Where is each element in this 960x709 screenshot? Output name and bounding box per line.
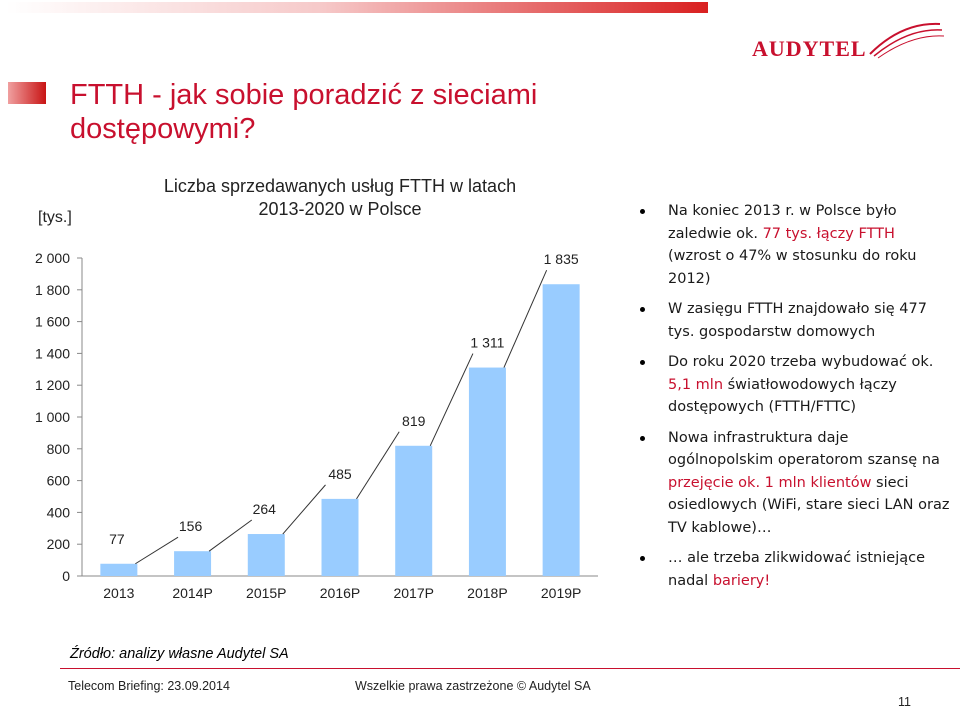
y-tick-label: 1 800 (35, 282, 70, 298)
y-tick-label: 1 400 (35, 345, 70, 361)
bullet-dot-icon (640, 209, 645, 214)
data-label: 77 (109, 531, 125, 547)
page-number: 11 (898, 695, 911, 709)
y-tick-label: 800 (47, 441, 71, 457)
trend-connector-line (282, 484, 326, 535)
trend-connector-line (503, 270, 548, 368)
bullet-item: Do roku 2020 trzeba wybudować ok. 5,1 ml… (640, 351, 952, 419)
bullet-dot-icon (640, 307, 645, 312)
footer-divider (60, 668, 960, 669)
bullet-text: sieci osiedlowych (WiFi, stare sieci LAN… (668, 474, 950, 536)
y-unit-label: [tys.] (38, 209, 72, 226)
audytel-logo: AUDYTEL (752, 20, 952, 64)
data-label: 156 (179, 518, 203, 534)
bar (468, 367, 506, 576)
bullet-text: … ale trzeba zlikwidować istniejące nada… (668, 550, 925, 589)
y-tick-label: 1 000 (35, 409, 70, 425)
bullet-text: (wzrost o 47% w stosunku do roku 2012) (668, 248, 917, 287)
bullet-highlight-text: bariery! (712, 572, 771, 589)
bullet-item: … ale trzeba zlikwidować istniejące nada… (640, 547, 952, 592)
x-tick-label: 2017P (393, 585, 433, 601)
data-label: 1 311 (470, 335, 504, 351)
page-title: FTTH - jak sobie poradzić z sieciami dos… (70, 78, 630, 146)
bar (247, 534, 285, 576)
bullet-list: Na koniec 2013 r. w Polsce było zaledwie… (640, 200, 952, 600)
x-tick-label: 2014P (172, 585, 212, 601)
logo-text: AUDYTEL (752, 36, 867, 61)
bar (542, 284, 580, 576)
bar (395, 445, 433, 576)
bullet-dot-icon (640, 360, 645, 365)
y-tick-label: 200 (47, 536, 71, 552)
y-tick-label: 400 (47, 504, 71, 520)
chart-title-line2: 2013-2020 w Polsce (258, 199, 422, 219)
x-tick-label: 2015P (246, 585, 286, 601)
data-label: 1 835 (544, 251, 579, 267)
bar (100, 563, 138, 576)
bullet-text: Do roku 2020 trzeba wybudować ok. (668, 354, 934, 370)
bullet-item: W zasięgu FTTH znajdowało się 477 tys. g… (640, 298, 952, 343)
data-label: 485 (328, 466, 352, 482)
footer-copyright: Wszelkie prawa zastrzeżone © Audytel SA (355, 679, 591, 693)
bullet-item: Na koniec 2013 r. w Polsce było zaledwie… (640, 200, 952, 290)
bullet-item: Nowa infrastruktura daje ogólnopolskim o… (640, 427, 952, 540)
trend-connector-line (356, 431, 400, 500)
chart-title-line1: Liczba sprzedawanych usług FTTH w latach (163, 176, 517, 196)
y-tick-label: 0 (62, 568, 70, 584)
y-tick-label: 600 (47, 473, 71, 489)
y-tick-label: 1 600 (35, 314, 70, 330)
bar-chart: Liczba sprzedawanych usług FTTH w latach… (0, 170, 620, 610)
data-label: 819 (402, 413, 426, 429)
bullet-text: Nowa infrastruktura daje ogólnopolskim o… (668, 429, 940, 469)
y-tick-label: 2 000 (35, 250, 70, 266)
chart-plot: 0 200 400 600 800 1 000 1 200 1 400 1 600 1 800 2 … (35, 250, 598, 601)
title-marker (8, 82, 46, 104)
bullet-dot-icon (640, 556, 645, 561)
y-tick-label: 1 200 (35, 377, 70, 393)
bullet-text: światłowodowych łączy dostępowych (FTTH/… (668, 376, 897, 416)
footer-event: Telecom Briefing: 23.09.2014 (68, 679, 230, 693)
x-tick-label: 2019P (541, 585, 581, 601)
source-note: Źródło: analizy własne Audytel SA (70, 646, 289, 662)
bullet-highlight-text: przejęcie ok. 1 mln klientów (668, 474, 872, 491)
page-title-line2: dostępowymi? (70, 113, 256, 145)
data-label: 264 (253, 501, 277, 517)
page-title-line1: FTTH - jak sobie poradzić z sieciami (70, 79, 538, 111)
bullet-text: W zasięgu FTTH znajdowało się 477 tys. g… (668, 301, 927, 340)
x-tick-label: 2013 (103, 585, 134, 601)
header-gradient-bar (0, 0, 710, 14)
bar (321, 498, 359, 576)
trend-connector-line (429, 353, 474, 446)
bullet-highlight-text: 5,1 mln (668, 376, 724, 393)
bullet-highlight-text: 77 tys. łączy FTTH (762, 225, 895, 242)
bullet-text: Na koniec 2013 r. w Polsce było zaledwie… (668, 203, 897, 242)
trend-connector-line (135, 536, 179, 565)
chart-title: Liczba sprzedawanych usług FTTH w latach… (120, 175, 560, 221)
x-tick-label: 2016P (320, 585, 360, 601)
bar (174, 551, 212, 576)
trend-connector-line (208, 519, 253, 552)
bullet-dot-icon (640, 435, 645, 441)
x-tick-label: 2018P (467, 585, 507, 601)
